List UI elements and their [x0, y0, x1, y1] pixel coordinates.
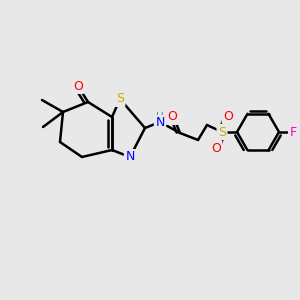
Text: S: S	[116, 92, 124, 106]
Text: O: O	[73, 80, 83, 92]
Text: F: F	[290, 125, 297, 139]
Text: O: O	[223, 110, 233, 122]
Text: N: N	[155, 116, 165, 130]
Text: N: N	[125, 151, 135, 164]
Text: O: O	[167, 110, 177, 124]
Text: H: H	[156, 112, 164, 122]
Text: O: O	[211, 142, 221, 154]
Text: S: S	[218, 125, 226, 139]
